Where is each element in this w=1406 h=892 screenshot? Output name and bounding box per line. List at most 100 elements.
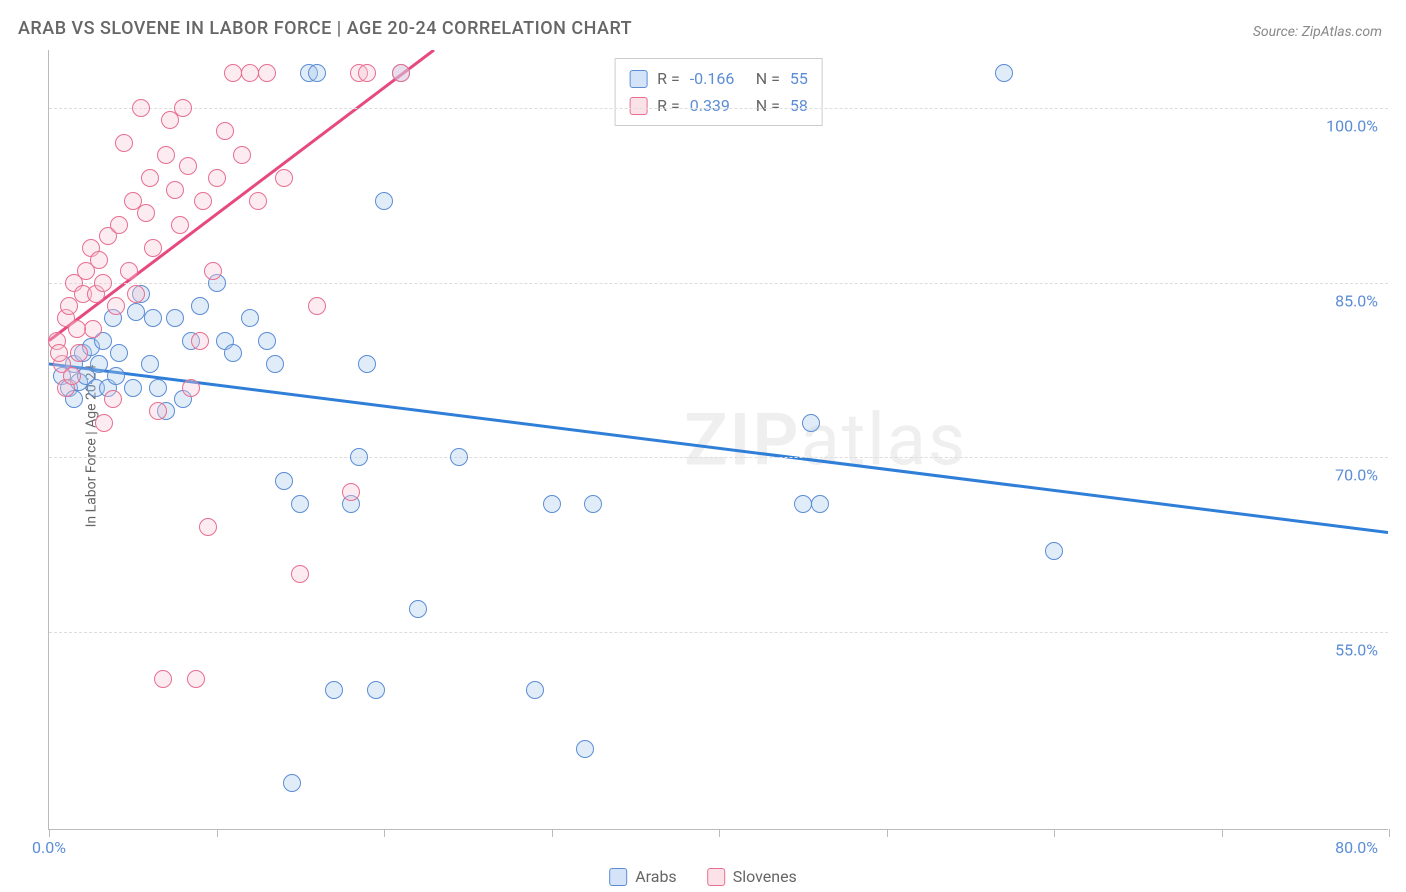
stats-r-value: 0.339 bbox=[690, 92, 746, 119]
scatter-point-arabs bbox=[367, 681, 385, 699]
scatter-point-slovenes bbox=[166, 181, 184, 199]
scatter-point-slovenes bbox=[110, 216, 128, 234]
x-tick-label-min: 0.0% bbox=[32, 838, 66, 857]
x-tick bbox=[719, 829, 720, 837]
scatter-point-arabs bbox=[811, 495, 829, 513]
scatter-point-slovenes bbox=[208, 169, 226, 187]
scatter-point-slovenes bbox=[308, 297, 326, 315]
scatter-point-arabs bbox=[107, 367, 125, 385]
scatter-point-arabs bbox=[191, 297, 209, 315]
stats-row-arabs: R = -0.166 N = 55 bbox=[629, 65, 808, 92]
chart-container: ARAB VS SLOVENE IN LABOR FORCE | AGE 20-… bbox=[0, 0, 1406, 892]
y-tick-label: 70.0% bbox=[1335, 466, 1378, 485]
trend-lines-svg bbox=[49, 50, 1388, 829]
scatter-point-slovenes bbox=[141, 169, 159, 187]
x-tick bbox=[384, 829, 385, 837]
x-tick bbox=[1054, 829, 1055, 837]
scatter-point-arabs bbox=[144, 309, 162, 327]
scatter-point-slovenes bbox=[182, 379, 200, 397]
scatter-point-slovenes bbox=[174, 99, 192, 117]
scatter-point-arabs bbox=[794, 495, 812, 513]
scatter-point-arabs bbox=[543, 495, 561, 513]
scatter-point-arabs bbox=[224, 344, 242, 362]
x-tick bbox=[49, 829, 50, 837]
gridline-horizontal bbox=[49, 283, 1388, 284]
y-tick-label: 55.0% bbox=[1335, 641, 1378, 660]
scatter-point-slovenes bbox=[187, 670, 205, 688]
stats-row-slovenes: R = 0.339 N = 58 bbox=[629, 92, 808, 119]
x-tick bbox=[1222, 829, 1223, 837]
scatter-point-slovenes bbox=[144, 239, 162, 257]
scatter-point-slovenes bbox=[179, 157, 197, 175]
gridline-horizontal bbox=[49, 108, 1388, 109]
stats-r-value: -0.166 bbox=[690, 65, 746, 92]
scatter-point-arabs bbox=[127, 303, 145, 321]
stats-n-value: 55 bbox=[790, 65, 808, 92]
scatter-point-arabs bbox=[149, 379, 167, 397]
legend-swatch-slovenes bbox=[707, 868, 725, 886]
scatter-point-arabs bbox=[308, 64, 326, 82]
scatter-point-arabs bbox=[258, 332, 276, 350]
scatter-point-arabs bbox=[526, 681, 544, 699]
legend-swatch-arabs bbox=[609, 868, 627, 886]
gridline-horizontal bbox=[49, 457, 1388, 458]
scatter-point-arabs bbox=[802, 414, 820, 432]
scatter-point-arabs bbox=[1045, 542, 1063, 560]
scatter-point-arabs bbox=[358, 355, 376, 373]
scatter-point-slovenes bbox=[194, 192, 212, 210]
x-tick bbox=[552, 829, 553, 837]
scatter-point-slovenes bbox=[157, 146, 175, 164]
scatter-point-arabs bbox=[325, 681, 343, 699]
legend-label: Slovenes bbox=[733, 867, 797, 886]
watermark-zip: ZIP bbox=[684, 397, 800, 482]
stats-r-label: R = bbox=[657, 65, 680, 92]
scatter-point-slovenes bbox=[107, 297, 125, 315]
x-tick bbox=[217, 829, 218, 837]
scatter-point-slovenes bbox=[342, 483, 360, 501]
scatter-point-slovenes bbox=[63, 367, 81, 385]
scatter-point-slovenes bbox=[241, 64, 259, 82]
scatter-point-arabs bbox=[584, 495, 602, 513]
scatter-point-slovenes bbox=[171, 216, 189, 234]
chart-title: ARAB VS SLOVENE IN LABOR FORCE | AGE 20-… bbox=[18, 18, 632, 39]
stats-n-label: N = bbox=[756, 65, 780, 92]
source-attribution: Source: ZipAtlas.com bbox=[1253, 24, 1382, 40]
scatter-point-slovenes bbox=[90, 251, 108, 269]
scatter-point-slovenes bbox=[95, 414, 113, 432]
scatter-point-slovenes bbox=[233, 146, 251, 164]
legend-swatch-slovenes bbox=[629, 97, 647, 115]
scatter-point-arabs bbox=[375, 192, 393, 210]
legend-item-slovenes: Slovenes bbox=[707, 867, 797, 886]
scatter-point-arabs bbox=[124, 379, 142, 397]
scatter-point-slovenes bbox=[392, 64, 410, 82]
scatter-point-arabs bbox=[110, 344, 128, 362]
scatter-point-arabs bbox=[283, 774, 301, 792]
scatter-point-slovenes bbox=[149, 402, 167, 420]
stats-n-label: N = bbox=[756, 92, 780, 119]
scatter-point-slovenes bbox=[275, 169, 293, 187]
legend-item-arabs: Arabs bbox=[609, 867, 677, 886]
scatter-point-slovenes bbox=[50, 344, 68, 362]
scatter-point-slovenes bbox=[249, 192, 267, 210]
watermark-atlas: atlas bbox=[801, 397, 968, 482]
scatter-point-slovenes bbox=[115, 134, 133, 152]
plot-area: ZIPatlas R = -0.166 N = 55 R = 0.339 N = 58 55.… bbox=[48, 50, 1388, 830]
scatter-point-arabs bbox=[266, 355, 284, 373]
trend-line-arabs bbox=[49, 364, 1388, 533]
scatter-point-arabs bbox=[450, 448, 468, 466]
scatter-point-slovenes bbox=[127, 285, 145, 303]
gridline-horizontal bbox=[49, 632, 1388, 633]
correlation-stats-box: R = -0.166 N = 55 R = 0.339 N = 58 bbox=[614, 58, 823, 126]
y-tick-label: 85.0% bbox=[1335, 291, 1378, 310]
series-legend: Arabs Slovenes bbox=[609, 867, 797, 886]
scatter-point-slovenes bbox=[204, 262, 222, 280]
scatter-point-arabs bbox=[241, 309, 259, 327]
scatter-point-slovenes bbox=[70, 344, 88, 362]
scatter-point-slovenes bbox=[132, 99, 150, 117]
scatter-point-slovenes bbox=[94, 274, 112, 292]
stats-n-value: 58 bbox=[790, 92, 808, 119]
scatter-point-slovenes bbox=[104, 390, 122, 408]
stats-r-label: R = bbox=[657, 92, 680, 119]
scatter-point-arabs bbox=[275, 472, 293, 490]
scatter-point-arabs bbox=[576, 740, 594, 758]
